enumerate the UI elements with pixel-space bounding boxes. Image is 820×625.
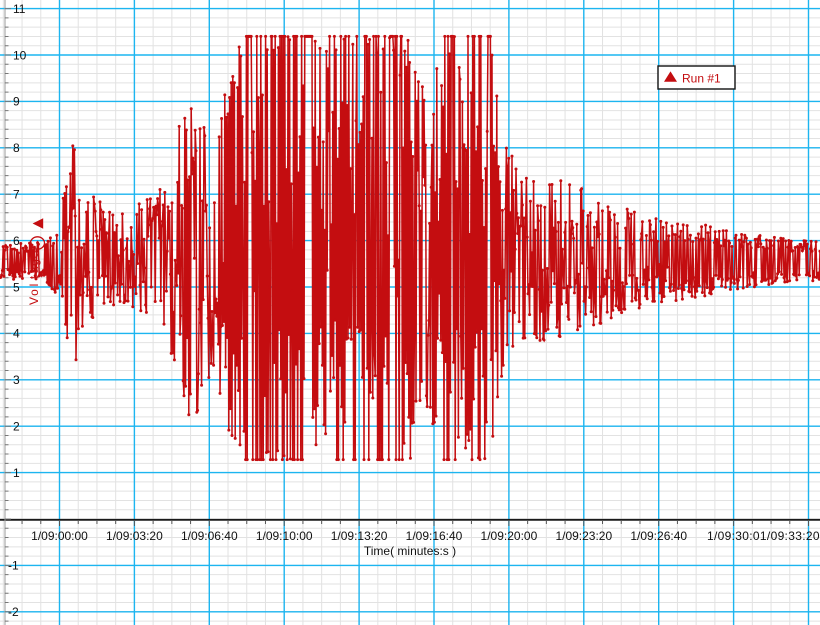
svg-text:1/09:06:40: 1/09:06:40 — [181, 529, 238, 543]
svg-text:t: t — [27, 275, 41, 279]
svg-text:5: 5 — [13, 280, 20, 294]
svg-text:11: 11 — [13, 2, 26, 16]
svg-text:a: a — [27, 266, 41, 273]
svg-text:1: 1 — [13, 466, 20, 480]
svg-text:V: V — [27, 297, 41, 305]
svg-text:8: 8 — [13, 141, 20, 155]
svg-text:6: 6 — [13, 234, 20, 248]
svg-text:7: 7 — [13, 188, 20, 202]
svg-text:Run #1: Run #1 — [682, 71, 721, 85]
svg-text:9: 9 — [13, 95, 20, 109]
svg-text:-1: -1 — [8, 559, 19, 573]
svg-text:1/09:16:40: 1/09:16:40 — [406, 529, 463, 543]
svg-text:1/09:00:00: 1/09:00:00 — [31, 529, 88, 543]
svg-text:10: 10 — [13, 48, 27, 62]
svg-text:2: 2 — [13, 420, 20, 434]
svg-text:1/09:03:20: 1/09:03:20 — [106, 529, 163, 543]
svg-text:1/09:30:01/09:33:20: 1/09:30:01/09:33:20 — [707, 529, 820, 543]
svg-text:4: 4 — [13, 327, 20, 341]
svg-text:Time( minutes:s ): Time( minutes:s ) — [364, 544, 456, 558]
svg-text:1/09:26:40: 1/09:26:40 — [630, 529, 687, 543]
svg-text:g: g — [27, 259, 41, 266]
svg-text:-2: -2 — [8, 605, 19, 619]
svg-text:1/09:13:20: 1/09:13:20 — [331, 529, 388, 543]
svg-text:3: 3 — [13, 373, 20, 387]
svg-text:1/09:23:20: 1/09:23:20 — [555, 529, 612, 543]
svg-text:1/09:20:00: 1/09:20:00 — [481, 529, 538, 543]
svg-text:1/09:10:00: 1/09:10:00 — [256, 529, 313, 543]
svg-text:l: l — [27, 284, 41, 287]
svg-text:o: o — [27, 289, 41, 296]
